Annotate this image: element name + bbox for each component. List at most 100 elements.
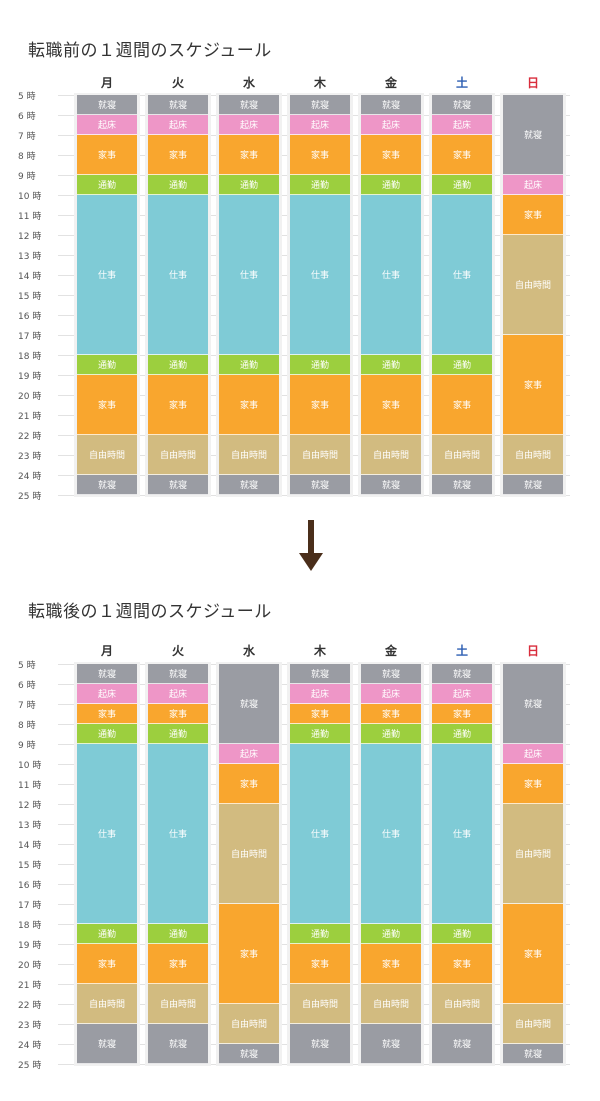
hour-label: 15 時: [18, 292, 42, 302]
hour-label: 24 時: [18, 472, 42, 482]
schedule-block: 就寝: [361, 475, 421, 495]
schedule-block: 起床: [503, 175, 563, 195]
schedule-block: 就寝: [219, 664, 279, 744]
schedule-block: 家事: [503, 904, 563, 1004]
hour-label: 11 時: [18, 781, 42, 791]
schedule-block: 就寝: [432, 95, 492, 115]
hour-label: 23 時: [18, 452, 42, 462]
day-label: 火: [171, 76, 184, 90]
day-label: 金: [384, 644, 397, 658]
hour-label: 19 時: [18, 941, 42, 951]
schedule-block: 家事: [361, 944, 421, 984]
day-label: 火: [171, 644, 184, 658]
schedule-block: 通勤: [432, 355, 492, 375]
hour-label: 20 時: [18, 961, 42, 971]
schedule-block: 就寝: [77, 95, 137, 115]
schedule-block: 起床: [148, 684, 208, 704]
hour-label: 22 時: [18, 1001, 42, 1011]
schedule-block: 仕事: [361, 195, 421, 355]
schedule-block: 家事: [432, 375, 492, 435]
schedule-block: 就寝: [77, 1024, 137, 1064]
schedule-block: 自由時間: [219, 1004, 279, 1044]
hour-label: 12 時: [18, 801, 42, 811]
hour-label: 10 時: [18, 761, 42, 771]
schedule-block: 就寝: [290, 475, 350, 495]
schedule-block: 家事: [432, 944, 492, 984]
schedule-block: 通勤: [432, 724, 492, 744]
schedule-block: 就寝: [432, 475, 492, 495]
schedule-block: 自由時間: [503, 1004, 563, 1044]
before-schedule-chart: 5 時 6 時 7 時 8 時 9 時 10 時 11 時 12 時 13 時 14 時 15 時 1…: [0, 0, 600, 505]
hour-label: 14 時: [18, 841, 42, 851]
hour-label: 7 時: [18, 701, 36, 711]
schedule-block: 家事: [219, 764, 279, 804]
schedule-block: 通勤: [77, 175, 137, 195]
schedule-block: 家事: [219, 375, 279, 435]
hour-label: 8 時: [18, 152, 36, 162]
schedule-block: 家事: [219, 904, 279, 1004]
schedule-block: 就寝: [290, 95, 350, 115]
hour-label: 6 時: [18, 681, 36, 691]
hour-label: 20 時: [18, 392, 42, 402]
schedule-block: 自由時間: [148, 435, 208, 475]
schedule-block: 通勤: [361, 724, 421, 744]
day-label: 水: [242, 76, 255, 90]
schedule-block: 就寝: [219, 95, 279, 115]
schedule-block: 家事: [361, 375, 421, 435]
schedule-block: 就寝: [148, 664, 208, 684]
hour-label: 10 時: [18, 192, 42, 202]
schedule-block: 仕事: [432, 195, 492, 355]
hour-label: 21 時: [18, 981, 42, 991]
schedule-block: 自由時間: [503, 235, 563, 335]
after-title: 転職後の１週間のスケジュール: [28, 602, 272, 622]
hour-label: 7 時: [18, 132, 36, 142]
schedule-block: 就寝: [148, 475, 208, 495]
schedule-block: 家事: [77, 704, 137, 724]
schedule-block: 通勤: [77, 355, 137, 375]
schedule-block: 仕事: [219, 195, 279, 355]
schedule-block: 家事: [290, 944, 350, 984]
schedule-block: 通勤: [361, 924, 421, 944]
schedule-block: 通勤: [77, 924, 137, 944]
schedule-block: 通勤: [290, 355, 350, 375]
schedule-block: 就寝: [503, 475, 563, 495]
schedule-block: 就寝: [432, 1024, 492, 1064]
schedule-block: 仕事: [77, 744, 137, 924]
schedule-block: 通勤: [77, 724, 137, 744]
hour-label: 16 時: [18, 881, 42, 891]
schedule-block: 起床: [432, 684, 492, 704]
hour-label: 19 時: [18, 372, 42, 382]
schedule-block: 起床: [503, 744, 563, 764]
hour-label: 11 時: [18, 212, 42, 222]
schedule-block: 自由時間: [503, 804, 563, 904]
hour-label: 16 時: [18, 312, 42, 322]
schedule-block: 家事: [77, 375, 137, 435]
schedule-block: 通勤: [148, 924, 208, 944]
hour-label: 12 時: [18, 232, 42, 242]
hour-label: 15 時: [18, 861, 42, 871]
schedule-block: 家事: [290, 704, 350, 724]
schedule-block: 自由時間: [219, 804, 279, 904]
day-label: 日: [526, 76, 539, 90]
schedule-block: 通勤: [361, 175, 421, 195]
day-label: 水: [242, 644, 255, 658]
schedule-block: 通勤: [219, 355, 279, 375]
schedule-block: 就寝: [503, 1044, 563, 1064]
schedule-block: 通勤: [432, 175, 492, 195]
schedule-block: 起床: [148, 115, 208, 135]
schedule-block: 就寝: [290, 664, 350, 684]
day-label: 月: [100, 76, 113, 90]
schedule-block: 自由時間: [361, 435, 421, 475]
hour-label: 8 時: [18, 721, 36, 731]
schedule-block: 自由時間: [219, 435, 279, 475]
schedule-block: 自由時間: [503, 435, 563, 475]
schedule-block: 自由時間: [148, 984, 208, 1024]
hour-label: 24 時: [18, 1041, 42, 1051]
schedule-block: 家事: [432, 135, 492, 175]
schedule-block: 就寝: [77, 664, 137, 684]
day-label: 月: [100, 644, 113, 658]
schedule-block: 就寝: [77, 475, 137, 495]
hour-label: 5 時: [18, 661, 36, 671]
hour-label: 13 時: [18, 252, 42, 262]
